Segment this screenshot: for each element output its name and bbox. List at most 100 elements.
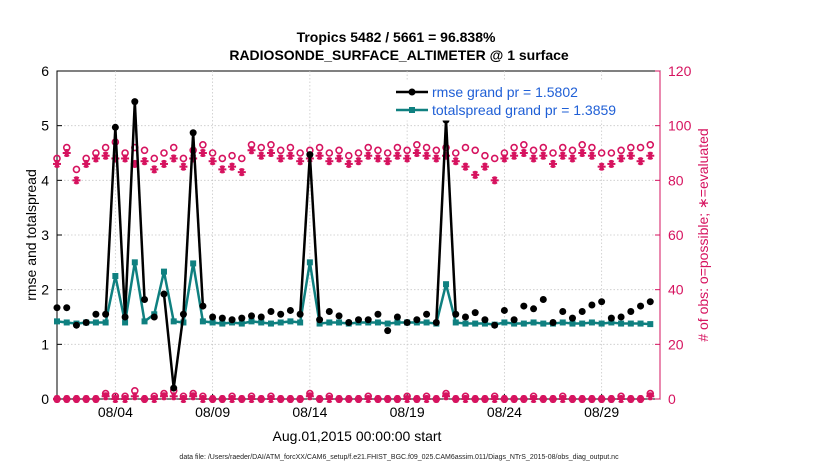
rmse-point [413, 316, 421, 324]
possible-point [490, 154, 499, 163]
evaluated-point [471, 170, 480, 179]
evaluated_unused-point [597, 395, 606, 403]
evaluated_unused-point [442, 392, 451, 401]
possible-point [451, 149, 460, 157]
rmse-line-segment [123, 101, 137, 318]
evaluated-point [228, 162, 237, 171]
possible-point [296, 149, 304, 157]
evaluated-point [646, 151, 655, 160]
possible-point [636, 143, 645, 152]
evaluated-point [403, 154, 412, 163]
totalspread-point [559, 319, 566, 326]
totalspread-point [326, 319, 333, 326]
evaluated_unused-point [432, 395, 441, 403]
y-right-tick-label: 60 [668, 227, 684, 243]
evaluated_unused-point [529, 395, 538, 403]
possible-point [539, 143, 548, 152]
evaluated_unused-point [228, 395, 237, 403]
totalspread-point [443, 281, 450, 288]
evaluated_unused-point [510, 395, 519, 403]
y-left-tick-label: 6 [41, 63, 49, 79]
evaluated-point [257, 151, 266, 160]
y-left-tick-label: 2 [41, 282, 49, 298]
evaluated-point [325, 157, 334, 166]
evaluated-point [62, 149, 71, 157]
rmse-point [257, 313, 265, 321]
totalspread-point [637, 320, 644, 327]
evaluated-point [519, 149, 528, 157]
evaluated-point [490, 176, 499, 185]
evaluated_unused-point [412, 395, 421, 403]
x-tick-label: 08/14 [292, 404, 327, 420]
rmse-point [520, 302, 528, 310]
evaluated_unused-point [189, 392, 198, 401]
possible-point [354, 149, 363, 157]
evaluated_unused-point [636, 395, 645, 403]
rmse-line-segment [182, 132, 195, 315]
possible-point [72, 165, 81, 174]
possible-point [208, 149, 217, 157]
evaluated_unused-point [422, 395, 431, 403]
possible-point [344, 151, 353, 160]
rmse-point [228, 316, 236, 324]
y-right-tick-label: 120 [668, 63, 692, 79]
rmse-point [63, 304, 71, 312]
evaluated_unused-point [72, 395, 81, 403]
evaluated-point [373, 154, 382, 163]
evaluated-point [179, 162, 188, 171]
evaluated_unused-point [461, 395, 470, 403]
totalspread-point [374, 319, 381, 326]
rmse-line-segment [162, 293, 175, 389]
totalspread-point [336, 319, 343, 326]
rmse-point [179, 310, 187, 318]
totalspread-point [131, 259, 138, 266]
rmse-point [481, 316, 489, 324]
possible-point [510, 143, 518, 152]
grid [57, 71, 660, 399]
totalspread-point [277, 319, 284, 326]
evaluated_unused-point [568, 395, 577, 403]
rmse-point [510, 316, 518, 324]
rmse-line-segment [133, 101, 146, 300]
rmse-point [150, 313, 158, 321]
evaluated_unused-point [480, 395, 489, 403]
rmse-point [72, 321, 80, 329]
possible-point [403, 146, 411, 155]
evaluated-point [539, 151, 548, 160]
totalspread-point [384, 320, 391, 327]
evaluated_unused-point [354, 395, 363, 403]
totalspread-point [647, 321, 654, 328]
rmse-point [432, 318, 440, 326]
rmse-point [646, 298, 654, 306]
evaluated_unused-point [607, 395, 616, 403]
rmse-line-segment [104, 127, 117, 315]
evaluated_unused-point [305, 392, 314, 401]
rmse-point [277, 310, 285, 318]
y-right-tick-label: 20 [668, 336, 684, 352]
totalspread-point [462, 320, 469, 327]
rmse-point [82, 318, 90, 326]
evaluated_unused-point [451, 395, 460, 403]
possible-point [179, 154, 188, 163]
rmse-point [491, 321, 499, 329]
y-left-tick-label: 1 [41, 336, 49, 352]
rmse-point [218, 314, 226, 322]
totalspread-point [267, 320, 274, 327]
possible-point [267, 141, 275, 149]
evaluated-point [354, 157, 363, 166]
evaluated-point [617, 154, 626, 163]
rmse-point [325, 308, 333, 316]
evaluated_unused-point [218, 395, 227, 403]
y-right-axis-label: # of obs: o=possible; ∗=evaluated [695, 128, 711, 341]
possible-point [276, 146, 285, 155]
evaluated_unused-point [519, 395, 528, 403]
possible-point [597, 149, 606, 157]
evaluated-point [53, 159, 61, 168]
possible-point [646, 141, 655, 149]
evaluated_unused-point [393, 395, 402, 403]
rmse-point [160, 290, 168, 298]
possible-point [588, 143, 596, 152]
totalspread-point [238, 320, 245, 327]
evaluated_unused-point [91, 395, 100, 403]
possible-point [325, 149, 334, 157]
